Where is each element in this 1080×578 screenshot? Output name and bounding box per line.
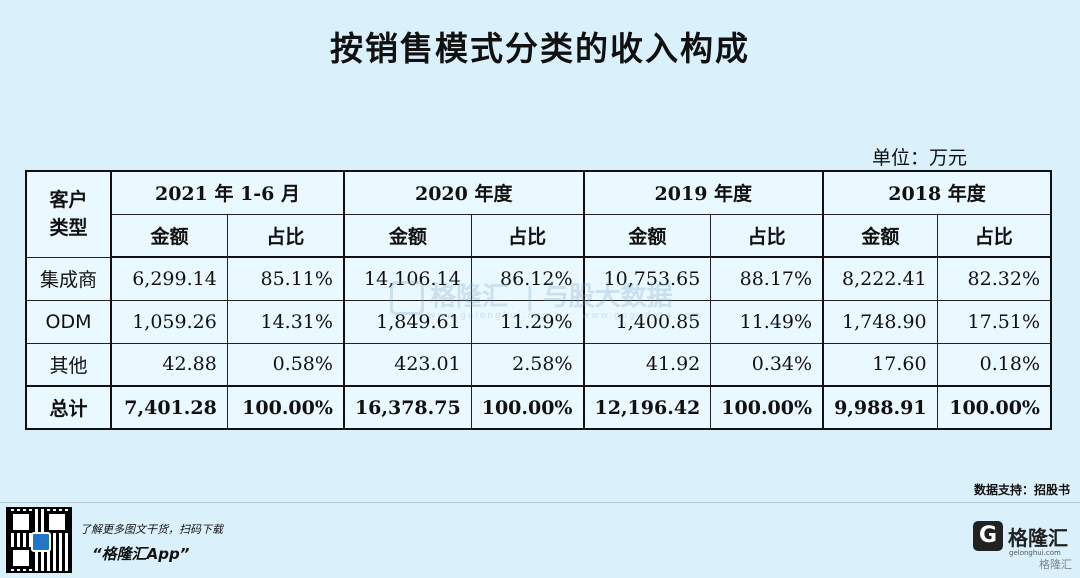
header-amount: 金额 — [822, 213, 938, 258]
cell-value: 11.29% — [470, 299, 585, 344]
header-share: 占比 — [936, 213, 1052, 258]
cell-value: 14.31% — [226, 299, 345, 344]
cell-value: 100.00% — [936, 385, 1052, 430]
row-type: ODM — [25, 299, 113, 344]
cell-value: 1,059.26 — [110, 299, 228, 344]
cell-value: 88.17% — [710, 256, 825, 301]
brand-logo: G 格隆汇 gelonghui.com — [973, 521, 1068, 557]
cell-value: 16,378.75 — [343, 385, 472, 430]
source-note: 数据支持：招股书 — [973, 483, 1070, 497]
brand-logo-icon: G — [973, 521, 1003, 551]
cell-value: 12,196.42 — [582, 385, 712, 430]
table-row: 其他 42.88 0.58% 423.01 2.58% 41.92 0.34% … — [25, 342, 1052, 387]
header-share: 占比 — [470, 213, 585, 258]
header-year-2020: 2020 年度 — [343, 170, 585, 215]
header-year-2018: 2018 年度 — [822, 170, 1052, 215]
cell-value: 42.88 — [110, 342, 228, 387]
header-row-years: 客户类型 2021 年 1-6 月 2020 年度 2019 年度 2018 年… — [25, 170, 1052, 258]
header-year-2021h1: 2021 年 1-6 月 — [110, 170, 345, 215]
cell-value: 17.51% — [936, 299, 1052, 344]
cell-value: 0.58% — [226, 342, 345, 387]
cell-value: 82.32% — [936, 256, 1052, 301]
promo-text: 了解更多图文干货，扫码下载 — [80, 523, 223, 536]
header-customer-type: 客户类型 — [25, 170, 113, 258]
cell-value: 9,988.91 — [822, 385, 938, 430]
cell-value: 423.01 — [343, 342, 472, 387]
cell-value: 17.60 — [822, 342, 938, 387]
cell-value: 2.58% — [470, 342, 585, 387]
header-amount: 金额 — [343, 213, 472, 258]
app-name: “格隆汇App” — [92, 545, 190, 563]
header-year-2019: 2019 年度 — [583, 170, 825, 215]
cell-value: 11.49% — [710, 299, 825, 344]
cell-value: 100.00% — [226, 385, 345, 430]
unit-label: 单位：万元 — [872, 147, 968, 169]
cell-value: 10,753.65 — [582, 256, 712, 301]
header-row-sub: 金额 占比 金额 占比 金额 占比 金额 占比 — [26, 213, 1052, 258]
brand-url: gelonghui.com — [1009, 549, 1061, 557]
total-row: 总计 7,401.28 100.00% 16,378.75 100.00% 12… — [25, 385, 1052, 430]
cell-value: 7,401.28 — [110, 385, 228, 430]
cell-value: 0.18% — [936, 342, 1052, 387]
cell-value: 100.00% — [710, 385, 825, 430]
header-amount: 金额 — [582, 213, 712, 258]
brand-name: 格隆汇 — [1008, 525, 1068, 550]
cell-value: 0.34% — [710, 342, 825, 387]
row-type: 集成商 — [25, 256, 113, 301]
row-type: 总计 — [25, 385, 113, 430]
header-share: 占比 — [226, 213, 345, 258]
corner-watermark: 格隆汇 — [1039, 558, 1072, 571]
header-amount: 金额 — [110, 213, 228, 258]
cell-value: 1,849.61 — [343, 299, 472, 344]
cell-value: 14,106.14 — [343, 256, 472, 301]
cell-value: 85.11% — [226, 256, 345, 301]
header-share: 占比 — [710, 213, 825, 258]
cell-value: 1,400.85 — [582, 299, 712, 344]
revenue-table: 客户类型 2021 年 1-6 月 2020 年度 2019 年度 2018 年… — [25, 170, 1052, 430]
qr-code-icon[interactable] — [6, 507, 72, 573]
cell-value: 6,299.14 — [110, 256, 228, 301]
row-type: 其他 — [25, 342, 113, 387]
chart-title: 按销售模式分类的收入构成 — [330, 29, 750, 68]
table-row: 集成商 6,299.14 85.11% 14,106.14 86.12% 10,… — [25, 256, 1052, 301]
table-row: ODM 1,059.26 14.31% 1,849.61 11.29% 1,40… — [25, 299, 1052, 344]
cell-value: 100.00% — [470, 385, 585, 430]
cell-value: 86.12% — [470, 256, 585, 301]
cell-value: 41.92 — [582, 342, 712, 387]
cell-value: 1,748.90 — [822, 299, 938, 344]
footer-divider — [0, 502, 1080, 503]
cell-value: 8,222.41 — [822, 256, 938, 301]
